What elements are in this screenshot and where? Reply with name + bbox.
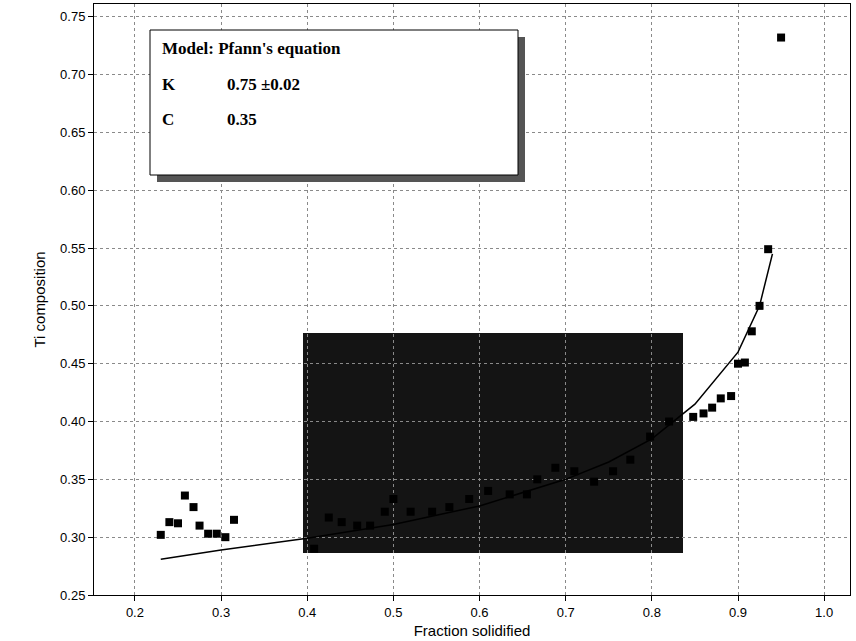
svg-text:Ti composition: Ti composition [31,251,48,347]
svg-text:Model: Pfann's equation: Model: Pfann's equation [162,39,341,58]
svg-text:0.55: 0.55 [60,241,85,256]
svg-text:0.3: 0.3 [212,605,230,620]
svg-text:0.30: 0.30 [60,530,85,545]
svg-text:1.0: 1.0 [815,605,833,620]
svg-text:0.6: 0.6 [471,605,489,620]
svg-text:0.4: 0.4 [298,605,316,620]
svg-text:0.65: 0.65 [60,125,85,140]
svg-text:Fraction solidified: Fraction solidified [414,622,531,639]
svg-text:0.5: 0.5 [384,605,402,620]
svg-text:K: K [162,75,176,94]
svg-text:0.75 ±0.02: 0.75 ±0.02 [227,75,300,94]
svg-text:0.35: 0.35 [60,472,85,487]
svg-text:C: C [162,110,174,129]
svg-text:0.7: 0.7 [557,605,575,620]
svg-text:0.25: 0.25 [60,588,85,603]
svg-text:0.40: 0.40 [60,414,85,429]
svg-text:0.50: 0.50 [60,298,85,313]
svg-text:0.60: 0.60 [60,183,85,198]
svg-text:0.35: 0.35 [227,110,257,129]
svg-text:0.45: 0.45 [60,356,85,371]
svg-text:0.70: 0.70 [60,67,85,82]
svg-text:0.9: 0.9 [729,605,747,620]
svg-text:0.8: 0.8 [643,605,661,620]
svg-text:0.75: 0.75 [60,9,85,24]
svg-text:0.2: 0.2 [126,605,144,620]
